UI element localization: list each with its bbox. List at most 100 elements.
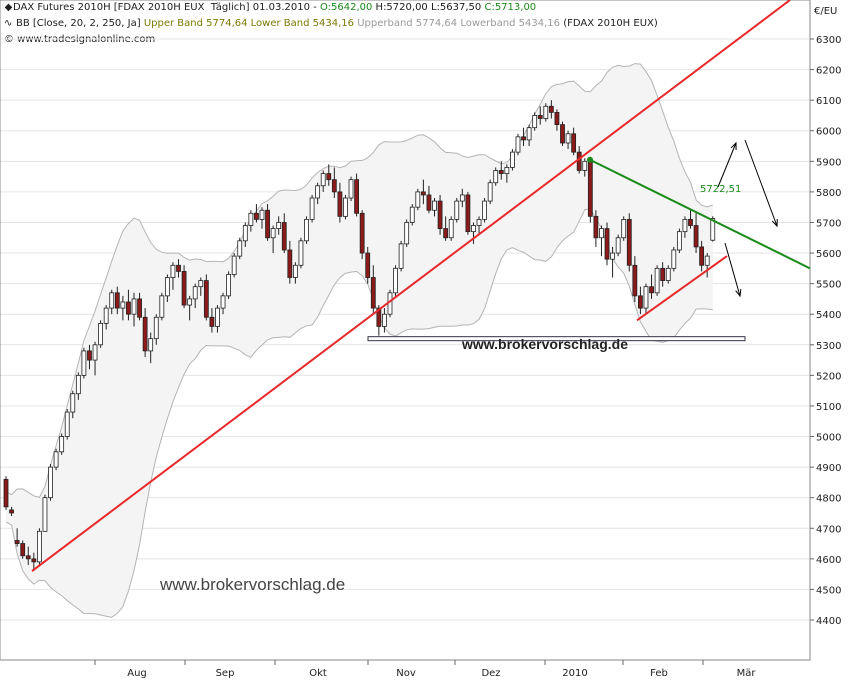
candle (81, 347, 87, 379)
candle-body (81, 350, 87, 376)
candle-body (571, 133, 577, 153)
candle-body (576, 151, 582, 171)
candle-body (226, 274, 232, 297)
candle (654, 265, 660, 296)
candle (604, 222, 610, 266)
candle (432, 198, 437, 217)
candle (587, 158, 593, 223)
candle-body (337, 191, 343, 217)
y-tick-label: 4400 (816, 616, 841, 627)
candle (120, 295, 126, 321)
y-tick-label: 5600 (816, 249, 841, 260)
candle (599, 225, 604, 257)
x-tick-label: Mär (737, 668, 757, 679)
candle (270, 225, 276, 254)
y-tick-label: 4500 (816, 585, 841, 596)
candle (203, 274, 209, 321)
candle-body (215, 307, 220, 327)
candle (320, 170, 326, 192)
y-tick-label: 5800 (816, 188, 841, 199)
candle-body (660, 267, 666, 281)
candle (25, 546, 31, 565)
candle-body (331, 179, 337, 193)
candle (36, 528, 42, 565)
currency-label: €/EU (814, 6, 837, 17)
trendlines (31, 0, 811, 572)
header-symbol-icon: ◆ (4, 2, 13, 13)
arrow-down-right-head (771, 218, 778, 228)
candle-body (459, 194, 465, 202)
candle (493, 167, 499, 186)
candle-body (693, 225, 699, 248)
candle (70, 390, 76, 419)
arrow-down (724, 242, 741, 297)
candle (682, 216, 688, 238)
candle-body (9, 509, 14, 514)
candle (53, 448, 59, 471)
y-axis: 4400 4500 4600 4700 4800 4900 5000 5100 5200 5300… (810, 35, 841, 627)
x-axis: Aug Sep Okt Nov Dez 2010 Feb Mär (94, 660, 757, 679)
y-tick-label: 5400 (816, 310, 841, 321)
candle (671, 246, 677, 272)
candle (443, 216, 449, 241)
candle (382, 308, 387, 333)
annotation-value-label: 5722,51 (700, 184, 741, 195)
candle (560, 121, 565, 147)
candle-body (75, 374, 81, 395)
candle (660, 262, 666, 287)
candle-body (170, 264, 176, 278)
candle-body (343, 197, 348, 217)
candle (565, 130, 571, 150)
candle (148, 332, 154, 364)
candle-body (36, 530, 42, 563)
candle (420, 179, 426, 205)
candle (649, 274, 654, 299)
candle (343, 194, 348, 220)
candle (265, 204, 270, 241)
watermark-bottom: www.brokervorschlag.de (159, 575, 345, 594)
y-tick-label: 5100 (816, 402, 841, 413)
candle-body (382, 313, 387, 327)
y-tick-label: 5300 (816, 341, 841, 352)
candle-body (3, 478, 9, 508)
bb-upper-lower: Upper Band 5774,64 Lower Band 5434,16 (143, 18, 354, 29)
y-tick-label: 6000 (816, 127, 841, 138)
candle (176, 259, 181, 278)
candle (354, 173, 359, 217)
candle-body (64, 411, 70, 437)
candle-body (699, 246, 705, 266)
x-tick-label: Sep (216, 668, 235, 679)
candle (292, 262, 298, 284)
candle-body (142, 316, 148, 352)
candle (638, 286, 643, 315)
candle (126, 289, 131, 321)
candle-body (265, 209, 270, 239)
candle (548, 100, 554, 119)
candle-body (126, 301, 131, 315)
y-tick-label: 4800 (816, 494, 841, 505)
candle (393, 265, 398, 296)
candle-body (638, 295, 643, 309)
candle-body (53, 451, 59, 468)
candle-body (237, 240, 243, 257)
candle (92, 341, 98, 376)
candle (337, 182, 343, 223)
candle-body (31, 558, 37, 563)
candle (621, 216, 627, 241)
candle-body (20, 543, 26, 557)
x-tick-label: Nov (396, 668, 416, 679)
x-tick-label: 2010 (562, 668, 587, 679)
downtrend-line (589, 158, 811, 270)
candle (153, 314, 159, 345)
candle-body (610, 252, 615, 260)
candle (526, 124, 532, 147)
candle-body (281, 222, 287, 251)
candle (448, 216, 454, 241)
candle-body (504, 167, 510, 174)
candle-body (432, 200, 437, 211)
header-high: H:5720,00 (375, 2, 428, 13)
candle-body (14, 540, 20, 544)
candle-body (270, 228, 276, 239)
candle-body (537, 115, 543, 119)
candle-body (704, 255, 710, 266)
